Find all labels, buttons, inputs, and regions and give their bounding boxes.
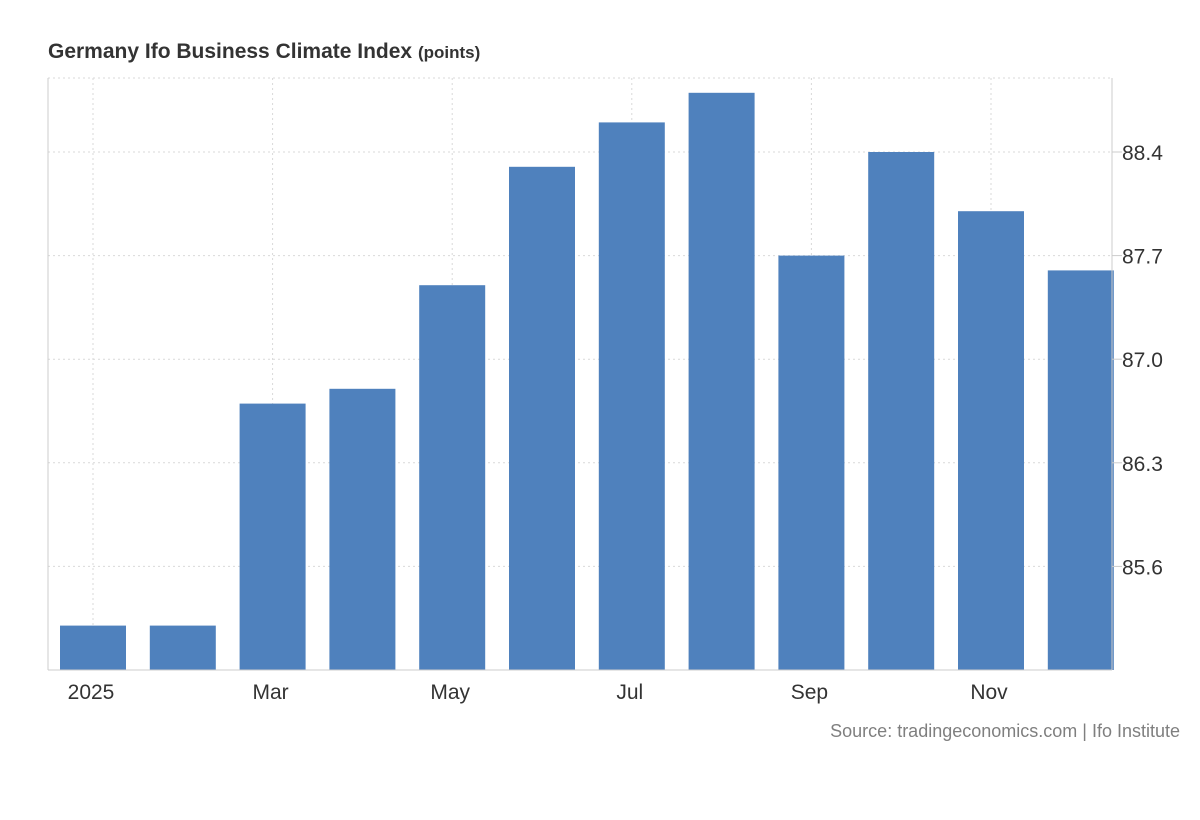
x-tick-label: Sep — [791, 681, 828, 704]
x-tick-label: 2025 — [68, 681, 115, 704]
x-tick-label: May — [430, 681, 470, 704]
bar-10 — [868, 152, 935, 670]
chart-title-text: Germany Ifo Business Climate Index — [48, 40, 413, 63]
chart-unit: (points) — [417, 43, 481, 62]
bar-6 — [509, 166, 575, 671]
chart-title: Germany Ifo Business Climate Index (poin… — [48, 40, 480, 64]
x-tick-labels: 2025 Mar May Jul Sep Nov — [68, 681, 1009, 704]
y-tick-label: 85.6 — [1122, 556, 1163, 579]
source-note: Source: tradingeconomics.com | Ifo Insti… — [830, 721, 1180, 741]
bar-1 — [60, 625, 126, 670]
x-tick-label: Nov — [970, 681, 1008, 704]
y-tick-label: 87.0 — [1122, 349, 1163, 372]
bar-3 — [239, 403, 306, 670]
grid-lines — [48, 77, 1112, 670]
bar-2 — [149, 625, 216, 670]
bar-8 — [688, 92, 755, 671]
x-tick-label: Mar — [253, 681, 289, 704]
y-tick-labels: 85.6 86.3 87.0 87.7 88.4 — [1122, 142, 1163, 579]
y-tick-label: 87.7 — [1122, 246, 1163, 269]
bar-7 — [598, 122, 665, 670]
bar-9 — [778, 255, 845, 670]
y-tick-label: 88.4 — [1122, 142, 1163, 165]
bars — [60, 92, 1114, 671]
x-tick-label: Jul — [616, 681, 643, 704]
axes — [47, 78, 1122, 671]
y-tick-label: 86.3 — [1122, 453, 1163, 476]
bar-12 — [1047, 270, 1114, 670]
bar-4 — [329, 388, 396, 670]
bar-11 — [958, 211, 1024, 670]
bar-5 — [419, 285, 486, 670]
